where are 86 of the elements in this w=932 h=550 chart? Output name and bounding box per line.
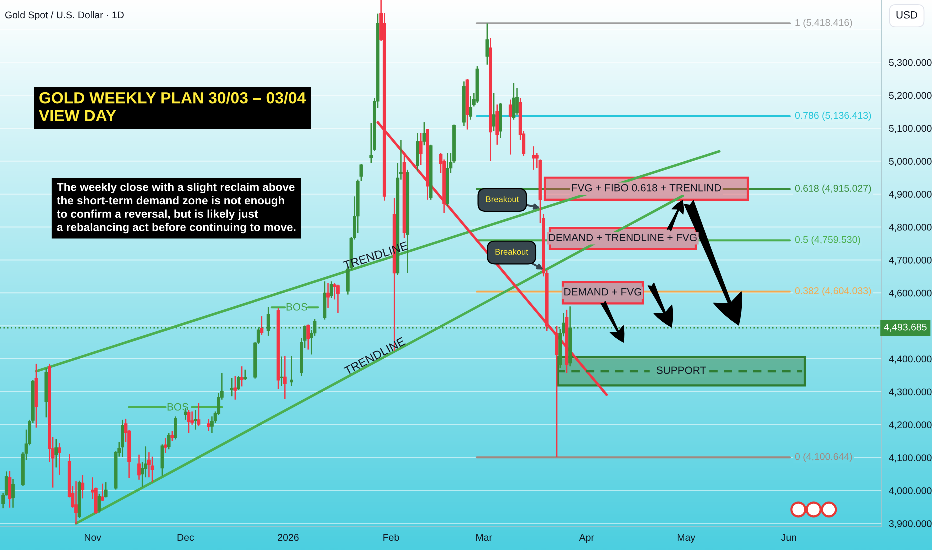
annotation: BOS	[168, 403, 189, 411]
candlestick	[194, 409, 198, 430]
band-label: FVG + FIBO 0.618 + TRENLIND	[572, 184, 722, 192]
candlestick	[187, 409, 191, 434]
y-tick-label: 5,100.000	[889, 125, 932, 134]
candlestick	[306, 324, 310, 350]
candlestick	[516, 88, 519, 116]
candlestick	[234, 376, 238, 400]
x-tick-label: Apr	[579, 534, 594, 544]
candlestick	[469, 96, 473, 121]
y-axis-title: USD	[896, 11, 918, 19]
candlestick	[98, 494, 102, 514]
candlestick	[101, 483, 104, 502]
candlestick	[81, 474, 85, 500]
y-tick-label: 5,300.000	[889, 59, 932, 68]
x-tick-label: Feb	[384, 534, 400, 542]
x-tick-label: Jun	[781, 534, 796, 542]
y-tick-label: 4,700.000	[889, 256, 932, 265]
candlestick	[492, 92, 496, 132]
x-tick-label: Nov	[84, 534, 102, 542]
candlestick	[280, 356, 284, 387]
annotation: Breakout	[496, 248, 528, 255]
candlestick	[230, 378, 234, 398]
y-tick-label: 5,000.000	[889, 158, 932, 166]
candlestick	[244, 369, 248, 381]
y-tick-label: 4,100.000	[889, 454, 932, 463]
text: Gold Spot / U.S. Dollar · 1D	[5, 11, 124, 21]
candlestick	[336, 284, 340, 314]
ref-line-label: 0 (4,100.644)	[795, 453, 852, 462]
band-label: DEMAND + TRENDLINE + FVG	[549, 234, 697, 242]
candlestick	[283, 356, 287, 400]
ref-line-label: 0.5 (4,759.530)	[795, 236, 860, 246]
candlestick	[12, 478, 15, 509]
candlestick	[237, 376, 240, 391]
candlestick	[120, 419, 124, 458]
candlestick	[260, 316, 264, 336]
ref-line-label: 1 (5,418.416)	[796, 19, 852, 28]
y-tick-label: 4,000.000	[889, 488, 932, 496]
candlestick	[174, 416, 178, 440]
candlestick	[422, 122, 426, 146]
candlestick	[8, 470, 12, 509]
candlestick	[74, 480, 78, 525]
y-tick-label: 4,200.000	[889, 422, 932, 430]
candlestick	[326, 282, 330, 309]
candlestick	[330, 280, 334, 299]
ref-line-label: 0.618 (4,915.027)	[795, 184, 872, 194]
candlestick	[508, 99, 512, 156]
candlestick	[148, 452, 151, 478]
y-tick-label: 4,600.000	[889, 290, 932, 298]
candlestick	[54, 438, 58, 468]
x-tick-label: 2026	[278, 534, 299, 542]
candlestick	[532, 146, 536, 171]
annotation: GOLD WEEKLY PLAN 30/03 – 03/04 VIEW DAY	[39, 92, 306, 122]
candlestick	[512, 82, 516, 121]
candlestick	[167, 432, 171, 450]
candlestick	[160, 444, 164, 477]
candlestick	[104, 482, 108, 498]
candlestick	[58, 442, 62, 476]
candlestick	[419, 132, 423, 166]
annotation: BOS	[286, 303, 308, 311]
x-tick-label: Mar	[476, 534, 492, 542]
y-tick-label: 5,200.000	[889, 92, 932, 100]
ref-line-label: 0.786 (5,136.413)	[795, 112, 872, 121]
candlestick	[197, 402, 201, 428]
candlestick	[290, 356, 294, 387]
candlestick	[240, 366, 244, 388]
candlestick	[164, 437, 168, 454]
y-tick-label: 4,900.000	[889, 191, 932, 200]
candlestick	[207, 418, 211, 432]
band-label: SUPPORT	[656, 366, 706, 374]
annotation: Breakout	[486, 196, 520, 202]
band-label: DEMAND + FVG	[564, 288, 642, 296]
candlestick	[150, 456, 154, 484]
candlestick	[170, 430, 174, 442]
candlestick	[138, 454, 141, 481]
ref-line-label: 0.382 (4,604.033)	[795, 287, 872, 296]
annotation: The weekly close with a slight reclaim above the short-term demand zone is not enough to confirm a reversal, but is likely just a rebalancing act before continuing to move.	[57, 183, 296, 234]
candlestick	[496, 104, 500, 146]
x-tick-label: Dec	[178, 534, 194, 542]
y-tick-label: 4,800.000	[889, 224, 932, 232]
ref-line-label: 4,493.685	[884, 324, 927, 332]
y-tick-label: 4,300.000	[889, 388, 932, 397]
y-tick-label: 4,400.000	[889, 356, 932, 364]
y-tick-label: 3,900.000	[889, 520, 932, 528]
x-tick-label: May	[678, 534, 696, 544]
candlestick	[486, 23, 490, 66]
